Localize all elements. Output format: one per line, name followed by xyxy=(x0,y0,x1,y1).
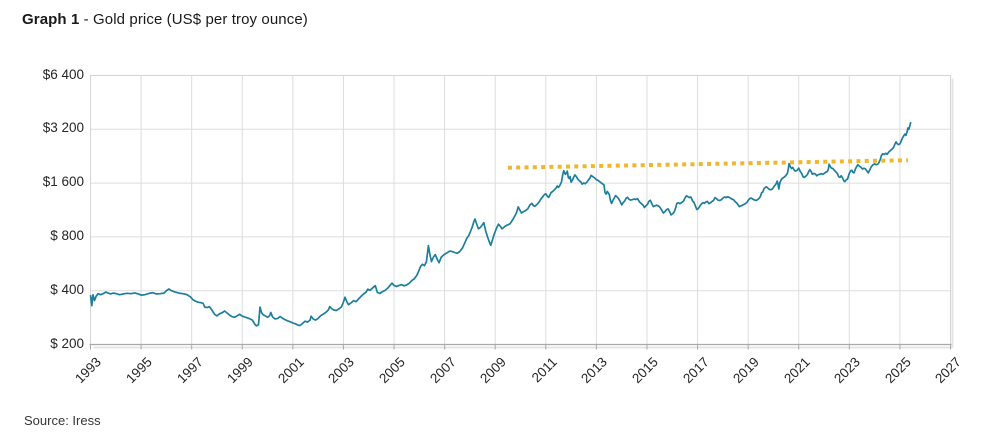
gold-price-line xyxy=(89,121,912,327)
y-tick-label: $6 400 xyxy=(42,66,84,82)
y-tick-label: $ 400 xyxy=(50,281,84,297)
source-note: Source: Iress xyxy=(24,413,101,428)
chart-title-prefix: Graph 1 xyxy=(22,11,80,28)
chart-title: Graph 1 - Gold price (US$ per troy ounce… xyxy=(22,11,308,28)
y-tick-label: $3 200 xyxy=(42,120,84,136)
trend-dotted-line xyxy=(507,158,909,170)
y-tick-label: $ 200 xyxy=(50,335,84,351)
y-tick-label: $1 600 xyxy=(42,174,84,190)
y-tick-label: $ 800 xyxy=(50,227,84,243)
chart-title-text: - Gold price (US$ per troy ounce) xyxy=(79,11,308,28)
